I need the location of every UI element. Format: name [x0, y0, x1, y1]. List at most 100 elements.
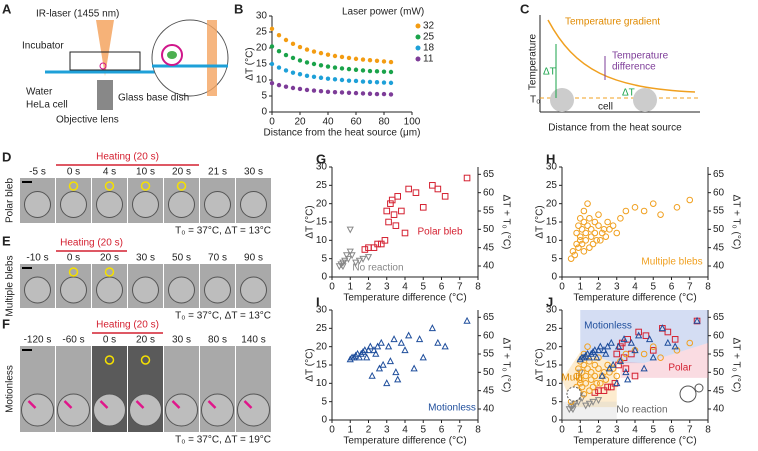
point	[352, 351, 360, 359]
laser-beam	[96, 20, 114, 76]
point	[311, 88, 317, 93]
y-tick-label: 20	[316, 198, 328, 209]
point	[606, 226, 613, 233]
point	[463, 316, 471, 324]
point	[304, 60, 310, 65]
point	[429, 182, 436, 189]
point	[388, 80, 394, 86]
point	[573, 372, 580, 380]
y2-tick-label: 55	[483, 206, 495, 217]
y-tick-label: 10	[546, 235, 558, 246]
point	[325, 52, 331, 57]
point	[276, 65, 282, 70]
point	[584, 343, 591, 350]
y-tick-label: 30	[256, 11, 268, 22]
cell	[550, 88, 574, 112]
point	[622, 350, 630, 358]
point	[386, 357, 395, 365]
y-tick-label: 25	[546, 323, 558, 334]
point	[587, 233, 595, 240]
x-tick-label: 8	[475, 282, 481, 293]
point	[664, 328, 672, 336]
x-tick-label: 2	[366, 282, 372, 293]
x-tick-label: 0	[559, 282, 565, 293]
laser-spot	[104, 181, 115, 191]
y-axis-title: ΔT (°C)	[535, 348, 546, 381]
y2-tick-label: 65	[483, 169, 495, 180]
point	[617, 215, 624, 222]
point	[624, 336, 632, 343]
label: Glass base dish	[118, 93, 189, 104]
region-label: No reaction	[616, 405, 667, 416]
label: Incubator	[22, 41, 64, 52]
cell	[93, 393, 126, 427]
label: Water	[26, 87, 53, 98]
point	[412, 189, 420, 196]
x-tick-label: 4	[632, 425, 638, 436]
y-axis-title: ΔT (°C)	[305, 205, 316, 238]
x-tick-label: 5	[650, 425, 656, 436]
x-tick-label: 5	[420, 425, 426, 436]
point	[283, 84, 289, 89]
panel-letter: A	[2, 1, 12, 16]
legend-swatch	[415, 56, 421, 62]
point	[419, 204, 427, 211]
point	[580, 248, 588, 255]
point	[578, 369, 586, 376]
point	[576, 215, 584, 222]
point	[384, 342, 393, 350]
point	[627, 338, 635, 346]
point	[580, 218, 588, 226]
arrow	[243, 400, 253, 409]
point	[365, 244, 372, 251]
x-tick-label: 2	[596, 282, 602, 293]
time-label: 0 s	[67, 253, 80, 264]
cell	[633, 88, 657, 112]
x-tick-label: 7	[457, 282, 463, 293]
point	[609, 222, 617, 229]
y-axis-title: ΔT (°C)	[305, 348, 316, 381]
x-axis-title: Temperature difference (°C)	[573, 293, 696, 304]
series-label: No reaction	[352, 263, 403, 274]
panel-letter: F	[2, 316, 10, 331]
point	[364, 254, 373, 261]
point	[385, 218, 392, 226]
point	[594, 397, 603, 404]
laser-spot	[104, 267, 115, 277]
point	[607, 338, 615, 346]
point	[350, 353, 358, 361]
panel-letter: C	[520, 1, 530, 16]
point	[642, 332, 650, 339]
cell	[237, 393, 270, 427]
y2-tick-label: 45	[713, 242, 725, 253]
region-label: Multi	[561, 373, 582, 384]
point	[597, 380, 604, 387]
point	[297, 58, 303, 63]
point	[589, 348, 597, 355]
arrow	[99, 400, 109, 409]
point	[600, 387, 608, 394]
point	[609, 360, 617, 368]
point	[582, 372, 590, 380]
point	[580, 361, 588, 369]
y2-tick-label: 55	[713, 349, 725, 360]
point	[339, 66, 345, 71]
point	[631, 346, 639, 354]
label: Objective lens	[56, 115, 119, 126]
cell	[96, 191, 123, 218]
point	[381, 59, 387, 64]
point	[582, 237, 590, 244]
point	[673, 204, 681, 211]
point	[607, 383, 615, 391]
cell	[204, 191, 231, 218]
point	[415, 335, 424, 343]
point	[571, 251, 579, 259]
y2-tick-label: 65	[713, 312, 725, 323]
axes	[539, 15, 700, 113]
point	[575, 365, 582, 372]
point	[614, 342, 623, 350]
x-tick-label: 7	[457, 425, 463, 436]
y-tick-label: 10	[316, 378, 328, 389]
point	[584, 222, 591, 229]
y-tick-label: 0	[321, 415, 327, 426]
